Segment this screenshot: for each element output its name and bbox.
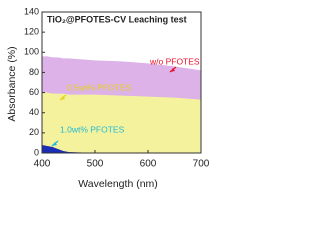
chart: Wavelength (nm) Absorbance (%) 0 20 40 60 80… bbox=[6, 6, 210, 190]
label-arrowhead bbox=[52, 142, 57, 146]
label-arrowhead bbox=[170, 68, 175, 72]
y-tick-label: 140 bbox=[24, 6, 39, 16]
series-label: 1.0wt% PFOTES bbox=[60, 124, 125, 134]
series-label: 0.5wt% PFOTES bbox=[67, 82, 132, 92]
x-tick-label: 500 bbox=[87, 159, 104, 170]
x-tick-label: 400 bbox=[34, 159, 51, 170]
x-tick-label: 700 bbox=[193, 159, 210, 170]
y-axis-label: Absorbance (%) bbox=[6, 46, 18, 121]
y-tick-label: 20 bbox=[29, 127, 39, 137]
y-tick-label: 60 bbox=[29, 87, 39, 97]
y-tick-label: 100 bbox=[24, 47, 39, 57]
y-tick-label: 0 bbox=[34, 147, 39, 157]
chart-title: TiO₂@PFOTES-CV Leaching test bbox=[47, 14, 187, 24]
x-axis-label: Wavelength (nm) bbox=[78, 178, 158, 190]
label-arrowhead bbox=[60, 96, 65, 100]
series-label: w/o PFOTES bbox=[149, 56, 200, 66]
plot-frame bbox=[41, 11, 202, 154]
x-tick-label: 600 bbox=[140, 159, 157, 170]
area bbox=[42, 144, 201, 153]
y-tick-label: 80 bbox=[29, 67, 39, 77]
area bbox=[42, 92, 201, 153]
y-tick-label: 120 bbox=[24, 27, 39, 37]
y-tick-label: 40 bbox=[29, 107, 39, 117]
